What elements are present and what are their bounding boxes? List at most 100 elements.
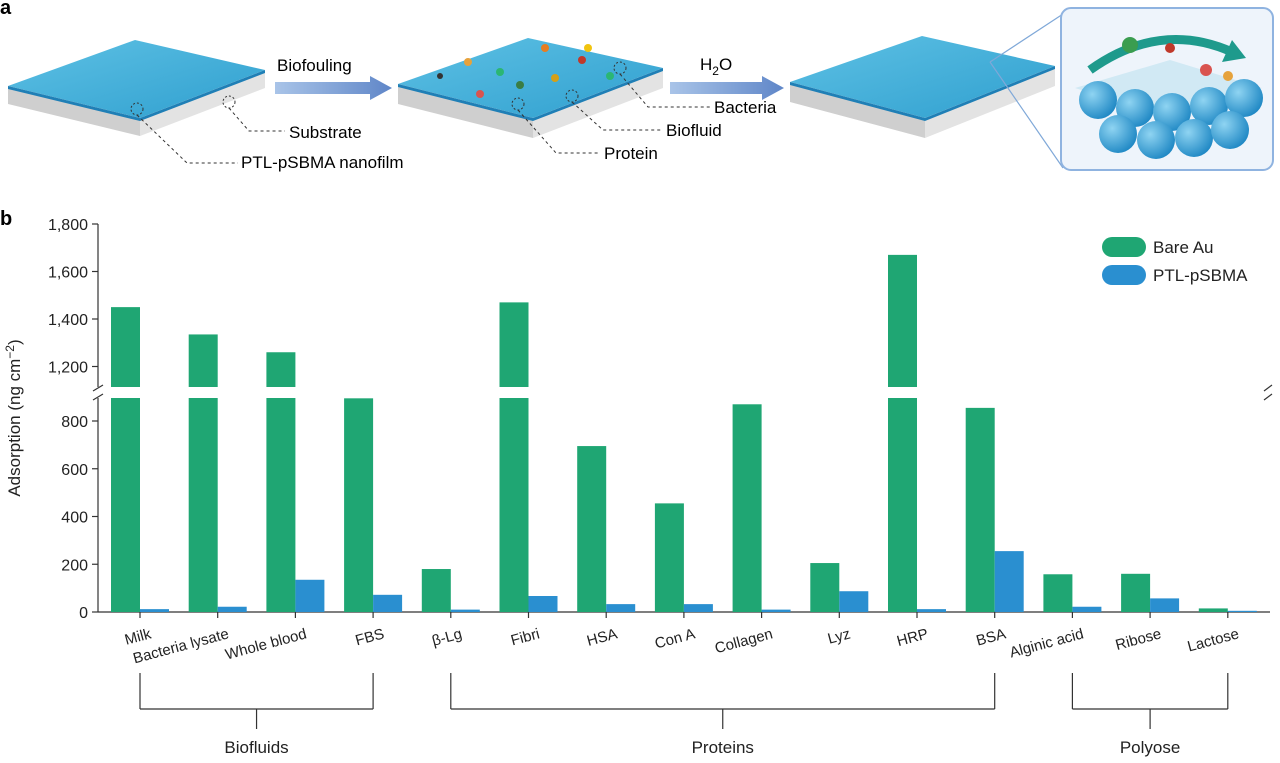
bar-bare-au <box>1043 574 1073 612</box>
x-tick-label: Fibri <box>509 625 542 649</box>
group-label: Biofluids <box>224 738 288 757</box>
surface-slab-2 <box>398 38 663 138</box>
bar-bare-au-upper <box>188 334 218 387</box>
bacteria-particle <box>1122 37 1138 53</box>
protein-particle <box>584 44 592 52</box>
substrate-callout-line <box>228 107 285 132</box>
y-tick-label: 400 <box>61 510 88 527</box>
bar-bare-au <box>654 503 684 612</box>
bar-ptl-psbma <box>295 579 325 612</box>
bar-chart: 0 200 400 600 800 1,200 1,400 1,600 1,800 Adsorpt… <box>3 217 1273 757</box>
nanosphere <box>1175 119 1213 157</box>
callout-biofluid: Biofluid <box>666 121 722 140</box>
bar-ptl-psbma <box>217 606 247 612</box>
arrow2-h: H <box>700 55 712 74</box>
water-arrow <box>670 76 784 100</box>
y-tick-label: 0 <box>79 605 88 622</box>
bar-bare-au <box>1121 573 1151 612</box>
bar-ptl-psbma <box>450 609 480 612</box>
bar-ptl-psbma <box>1227 610 1257 612</box>
slab-3-top <box>790 36 1055 118</box>
y-tick-label: 1,600 <box>48 265 88 282</box>
legend-swatch <box>1102 265 1146 285</box>
biofouling-arrow <box>275 76 392 100</box>
zoom-line-bottom <box>989 61 1064 169</box>
bar-bare-au-lower <box>111 398 140 612</box>
bar-bare-au <box>577 446 607 612</box>
x-tick-label: Whole blood <box>223 625 308 663</box>
zoom-inset <box>1060 7 1274 171</box>
biofluid-particle <box>1200 64 1212 76</box>
legend-swatch <box>1102 237 1146 257</box>
slab-3-left <box>790 82 925 138</box>
biofluid-particle <box>1165 43 1175 53</box>
biofluid-callout-line <box>571 101 662 131</box>
biofluid-particle <box>476 90 484 98</box>
protein-callout-line <box>517 109 600 154</box>
protein-particle <box>551 74 559 82</box>
bacteria-particle <box>496 68 504 76</box>
callout-film: PTL-pSBMA nanofilm <box>241 153 404 172</box>
panel-a-label: a <box>0 0 12 19</box>
slab-1-left <box>8 86 140 136</box>
biofluid-particle <box>578 56 586 64</box>
nanosphere <box>1099 115 1137 153</box>
surface-slab-3 <box>790 36 1055 138</box>
x-tick-label: Collagen <box>713 625 775 657</box>
bar-ptl-psbma <box>839 591 869 612</box>
arrow1-label: Biofouling <box>277 56 352 75</box>
bar-bare-au-upper <box>499 302 529 387</box>
bar-ptl-psbma <box>606 604 636 612</box>
y-axis-label: Adsorption (ng cm−2) <box>3 339 24 496</box>
bar-bare-au-lower <box>499 398 529 612</box>
legend-label: Bare Au <box>1153 238 1214 257</box>
bacteria-particle <box>606 72 614 80</box>
group-label: Proteins <box>692 738 754 757</box>
x-tick-label: Con A <box>653 625 697 652</box>
axis-break-mark <box>92 393 104 401</box>
bacteria-callout-line <box>619 73 710 108</box>
bar-bare-au <box>810 563 840 612</box>
nanosphere <box>1137 121 1175 159</box>
y-tick-label: 1,200 <box>48 360 88 377</box>
release-arrow-head <box>1222 40 1246 62</box>
x-tick-label: Milk <box>123 625 154 648</box>
bar-bare-au <box>732 404 762 612</box>
slab-3-right <box>925 66 1055 138</box>
film-callout-line <box>136 114 238 164</box>
bar-ptl-psbma <box>1072 606 1102 612</box>
x-tick-label: HSA <box>585 625 619 649</box>
slab-1-right <box>140 70 265 136</box>
bar-bare-au-lower <box>888 398 917 612</box>
bar-ptl-psbma <box>140 609 169 612</box>
bar-ptl-psbma <box>761 609 791 612</box>
bar-bare-au-upper <box>266 352 296 387</box>
release-arrow <box>1087 35 1234 74</box>
axis-break-mark <box>1263 384 1273 392</box>
y-tick-label: 600 <box>61 462 88 479</box>
y-tick-label: 1,400 <box>48 312 88 329</box>
x-tick-label: Alginic acid <box>1008 625 1086 661</box>
bar-bare-au-upper <box>111 307 140 387</box>
x-tick-label: β-Lg <box>430 625 464 649</box>
axis-break-mark <box>1263 393 1273 401</box>
callout-bacteria: Bacteria <box>714 98 777 117</box>
arrow2-label: H2O <box>700 55 732 78</box>
x-tick-label: BSA <box>974 625 1007 649</box>
bar-bare-au-lower <box>188 398 218 612</box>
protein-particle <box>541 44 549 52</box>
nanosphere <box>1153 93 1191 131</box>
callout-substrate: Substrate <box>289 123 362 142</box>
surface-slab-1 <box>8 40 265 136</box>
bar-ptl-psbma <box>917 609 946 612</box>
bar-bare-au <box>421 569 451 612</box>
y-tick-label: 1,800 <box>48 217 88 234</box>
x-tick-label: FBS <box>354 625 387 649</box>
x-tick-label: Ribose <box>1114 625 1164 654</box>
protein-particle <box>1223 71 1233 81</box>
bar-bare-au <box>1198 608 1228 612</box>
slab-2-top <box>398 38 663 118</box>
protein-particle <box>464 58 472 66</box>
